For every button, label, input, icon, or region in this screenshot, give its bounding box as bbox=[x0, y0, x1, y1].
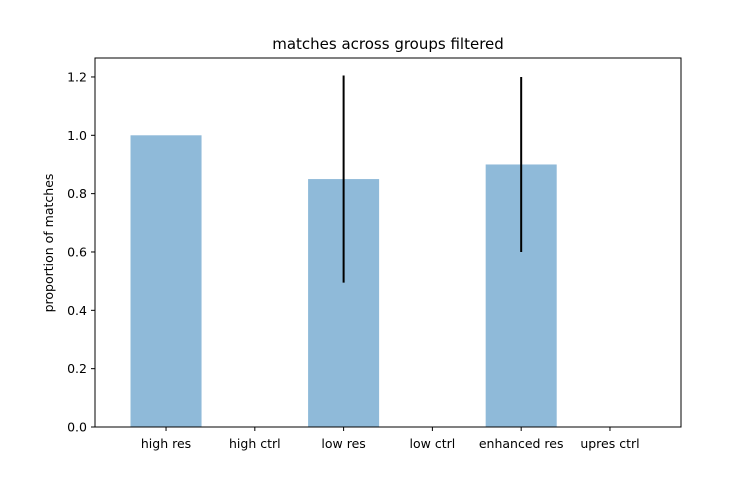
x-axis-ticks: high res high ctrl low res low ctrl enhanced… bbox=[141, 427, 640, 451]
x-tick-label: high res bbox=[141, 436, 191, 451]
error-bars-layer bbox=[342, 75, 523, 283]
y-axis-label: proportion of matches bbox=[41, 174, 56, 313]
y-tick-label: 0.2 bbox=[67, 361, 87, 376]
x-tick-label: upres ctrl bbox=[580, 436, 639, 451]
y-tick-label: 0.8 bbox=[67, 186, 87, 201]
x-tick-label: low res bbox=[321, 436, 365, 451]
y-axis-ticks: 0.0 0.2 0.4 0.6 0.8 1.0 1.2 bbox=[67, 69, 95, 435]
y-tick-label: 0.4 bbox=[67, 303, 87, 318]
x-tick-label: high ctrl bbox=[229, 436, 281, 451]
bar-high-res bbox=[130, 135, 202, 428]
y-tick-label: 0.0 bbox=[67, 420, 87, 435]
x-tick-label: low ctrl bbox=[410, 436, 456, 451]
x-tick-label: enhanced res bbox=[479, 436, 564, 451]
y-tick-label: 1.0 bbox=[67, 128, 87, 143]
y-tick-label: 1.2 bbox=[67, 69, 87, 84]
y-tick-label: 0.6 bbox=[67, 244, 87, 259]
plot-area-frame bbox=[94, 57, 682, 428]
chart-title: matches across groups filtered bbox=[272, 35, 504, 53]
